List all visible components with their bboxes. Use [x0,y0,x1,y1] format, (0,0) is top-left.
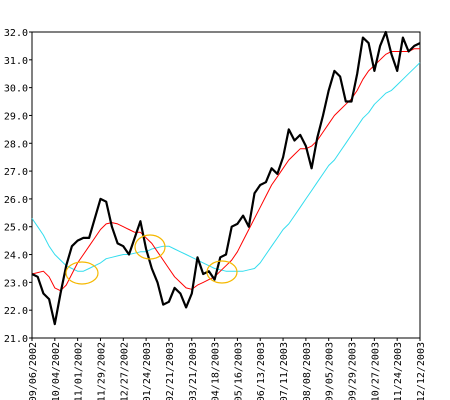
series-line [31,62,421,272]
x-tick-label: 11/01/2002 [74,342,85,400]
crossover-markers [65,234,238,285]
x-tick-label: 11/29/2002 [96,342,107,400]
x-tick-label: 02/21/2003 [165,342,176,400]
x-tick-label: 12/12/2003 [416,342,427,400]
y-tick-label: 31.0 [4,56,28,67]
y-tick-label: 29.0 [4,111,28,122]
y-tick-label: 27.0 [4,167,28,178]
y-tick-label: 22.0 [4,306,28,317]
x-tick-label: 06/13/2003 [256,342,267,400]
y-tick-label: 32.0 [4,28,28,39]
y-tick-label: 23.0 [4,278,28,289]
marks [31,30,421,326]
series-line [31,30,421,326]
plot-frame [31,31,421,339]
y-tick-label: 24.0 [4,251,28,262]
y-tick-label: 25.0 [4,223,28,234]
y-tick-label: 28.0 [4,139,28,150]
crossover-ellipse [65,261,99,285]
x-tick-label: 09/05/2003 [325,342,336,400]
y-tick-label: 21.0 [4,334,28,345]
x-tick-label: 12/27/2002 [119,342,130,400]
x-tick-label: 04/18/2003 [211,342,222,400]
x-tick-label: 09/29/2003 [348,342,359,400]
crossover-ellipse [134,234,166,260]
y-tick-label: 30.0 [4,84,28,95]
x-tick-label: 11/24/2003 [393,342,404,400]
x-tick-label: 10/04/2002 [51,342,62,400]
x-tick-label: 03/21/2003 [188,342,199,400]
crossover-ellipse [206,260,238,284]
x-tick-label: 09/06/2002 [28,342,39,400]
x-tick-label: 08/08/2003 [302,342,313,400]
y-tick-label: 26.0 [4,195,28,206]
series-line [31,48,420,292]
x-tick-label: 01/24/2003 [142,342,153,400]
x-tick-label: 07/11/2003 [279,342,290,400]
x-tick-label: 05/16/2003 [233,342,244,400]
x-tick-label: 10/27/2003 [370,342,381,400]
